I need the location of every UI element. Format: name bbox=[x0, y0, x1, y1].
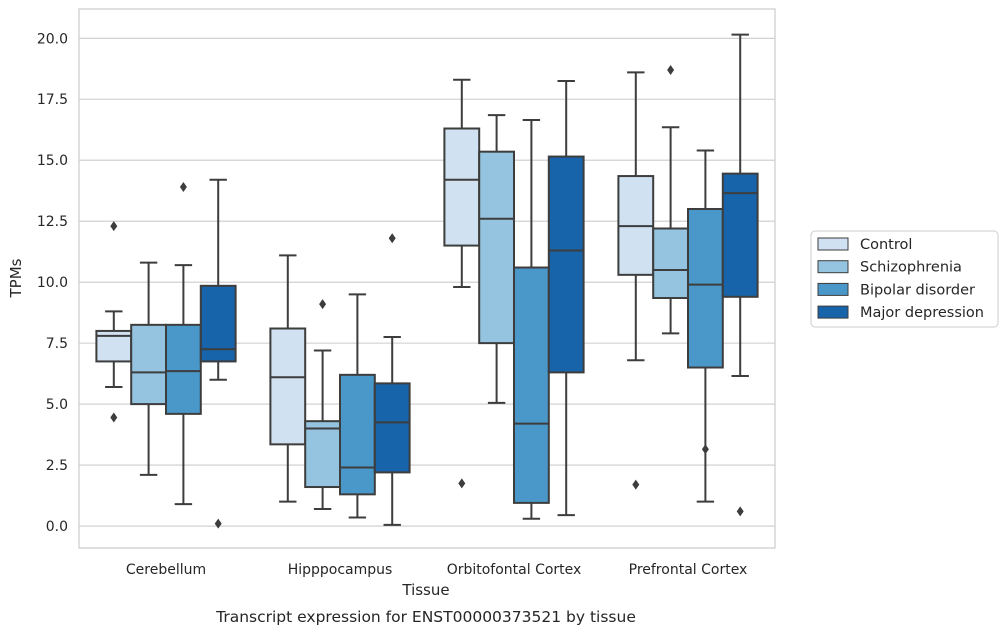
box-group bbox=[95, 221, 133, 423]
box-iqr bbox=[443, 127, 481, 247]
y-tick-label: 2.5 bbox=[46, 458, 68, 474]
legend-swatch bbox=[817, 260, 849, 274]
x-tick-label: Orbitofontal Cortex bbox=[447, 562, 582, 578]
outlier-point bbox=[701, 444, 709, 455]
y-tick-label: 17.5 bbox=[37, 92, 68, 108]
legend-label: Control bbox=[860, 237, 912, 253]
box-iqr bbox=[165, 323, 202, 415]
outlier-point bbox=[110, 221, 118, 232]
boxes bbox=[95, 33, 759, 529]
box-group bbox=[339, 293, 376, 519]
box-iqr bbox=[269, 327, 307, 446]
box-group bbox=[373, 233, 411, 526]
y-tick-label: 7.5 bbox=[46, 336, 68, 352]
y-tick-labels: 0.0 2.5 5.0 7.5 10.0 12.5 15.0 17.5 20.0 bbox=[37, 31, 68, 535]
y-tick-label: 20.0 bbox=[37, 31, 68, 47]
box-iqr bbox=[478, 150, 516, 345]
outlier-point bbox=[667, 64, 675, 75]
outlier-point bbox=[458, 478, 466, 489]
legend-frame bbox=[810, 230, 999, 328]
legend-label: Schizophrenia bbox=[860, 260, 962, 276]
box-iqr bbox=[373, 382, 411, 474]
y-tick-label: 12.5 bbox=[37, 214, 68, 230]
x-tick-label: Prefrontal Cortex bbox=[629, 562, 748, 578]
box-group bbox=[443, 78, 481, 489]
x-tick-label: Cerebellum bbox=[126, 562, 206, 578]
legend: Control Schizophrenia Bipolar disorder Majo… bbox=[810, 230, 999, 328]
box-iqr bbox=[513, 266, 550, 504]
box-iqr bbox=[339, 373, 376, 496]
box-iqr bbox=[547, 155, 585, 374]
outlier-point bbox=[736, 506, 744, 517]
outlier-point bbox=[319, 299, 327, 310]
box-iqr bbox=[304, 420, 342, 489]
box-group bbox=[478, 114, 516, 404]
y-axis-label: TPMs bbox=[7, 258, 25, 298]
box-group bbox=[513, 118, 550, 520]
x-tick-labels: Cerebellum Hipppocampus Orbitofontal Corte… bbox=[126, 562, 747, 578]
box-group bbox=[269, 254, 307, 503]
outlier-point bbox=[214, 518, 222, 529]
outlier-point bbox=[179, 182, 187, 193]
chart-caption: Transcript expression for ENST0000037352… bbox=[215, 608, 636, 626]
y-tick-label: 10.0 bbox=[37, 275, 68, 291]
legend-swatch bbox=[817, 282, 849, 296]
box-group bbox=[721, 33, 759, 517]
y-tick-label: 15.0 bbox=[37, 153, 68, 169]
legend-label: Major depression bbox=[860, 305, 984, 321]
outlier-point bbox=[388, 233, 396, 244]
box-group bbox=[652, 64, 690, 335]
box-iqr bbox=[721, 172, 759, 298]
box-iqr bbox=[652, 227, 690, 300]
outlier-point bbox=[110, 412, 118, 423]
x-axis-label: Tissue bbox=[401, 581, 449, 599]
box-group bbox=[547, 79, 585, 517]
y-tick-label: 0.0 bbox=[46, 519, 68, 535]
x-tick-label: Hipppocampus bbox=[288, 562, 393, 578]
box-iqr bbox=[130, 323, 167, 406]
outlier-point bbox=[632, 479, 640, 490]
box-iqr bbox=[687, 207, 724, 369]
box-group bbox=[617, 71, 655, 490]
gridlines bbox=[79, 37, 775, 527]
legend-swatch bbox=[817, 237, 849, 251]
box-group bbox=[199, 178, 237, 529]
legend-label: Bipolar disorder bbox=[860, 282, 975, 298]
legend-swatch bbox=[817, 305, 849, 319]
box-group bbox=[687, 149, 724, 503]
y-tick-label: 5.0 bbox=[46, 397, 68, 413]
box-group bbox=[165, 182, 202, 506]
box-group bbox=[304, 299, 342, 510]
